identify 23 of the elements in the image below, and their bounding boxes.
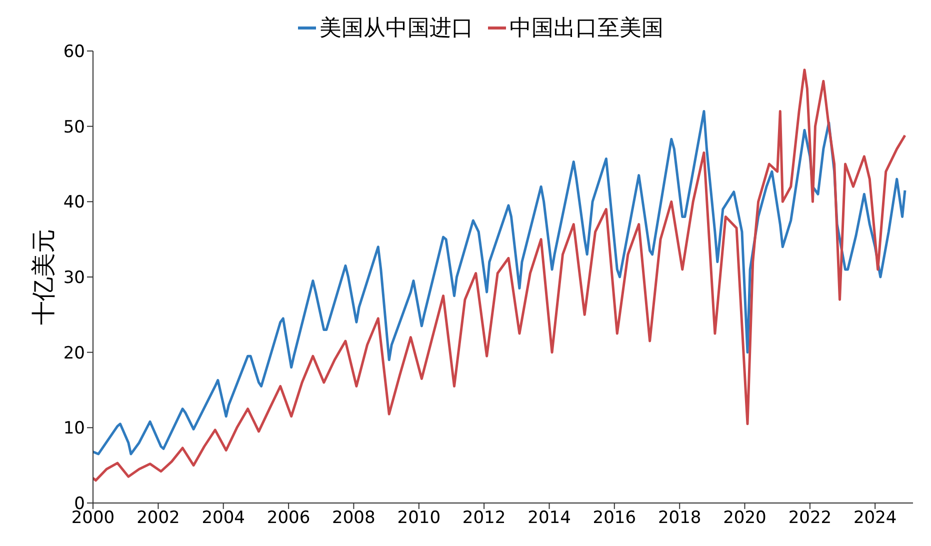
y-tick-label: 20 <box>63 343 85 364</box>
x-tick-label: 2012 <box>462 508 506 528</box>
x-tick-label: 2020 <box>723 508 766 528</box>
x-tick-label: 2024 <box>853 508 897 528</box>
x-tick-label: 2010 <box>397 508 441 528</box>
legend-label: 美国从中国进口 <box>320 15 474 43</box>
x-tick-label: 2022 <box>788 508 832 528</box>
y-tick-label: 40 <box>63 192 85 213</box>
x-tick-label: 2008 <box>332 508 376 528</box>
y-tick-label: 10 <box>63 418 85 439</box>
y-tick-label: 30 <box>63 268 85 288</box>
x-tick-label: 2002 <box>136 508 180 528</box>
x-tick-label: 2006 <box>266 508 310 528</box>
legend-label: 中国出口至美国 <box>510 15 664 43</box>
x-tick-label: 2014 <box>528 508 571 528</box>
line-series <box>93 110 906 456</box>
line-series <box>93 68 906 482</box>
y-axis-title: 十亿美元 <box>30 229 58 325</box>
y-tick-label: 50 <box>63 117 85 138</box>
x-tick-label: 2004 <box>202 508 245 528</box>
x-tick-label: 2016 <box>592 508 636 528</box>
x-tick-label: 2018 <box>658 508 702 528</box>
y-tick-label: 60 <box>63 42 85 62</box>
